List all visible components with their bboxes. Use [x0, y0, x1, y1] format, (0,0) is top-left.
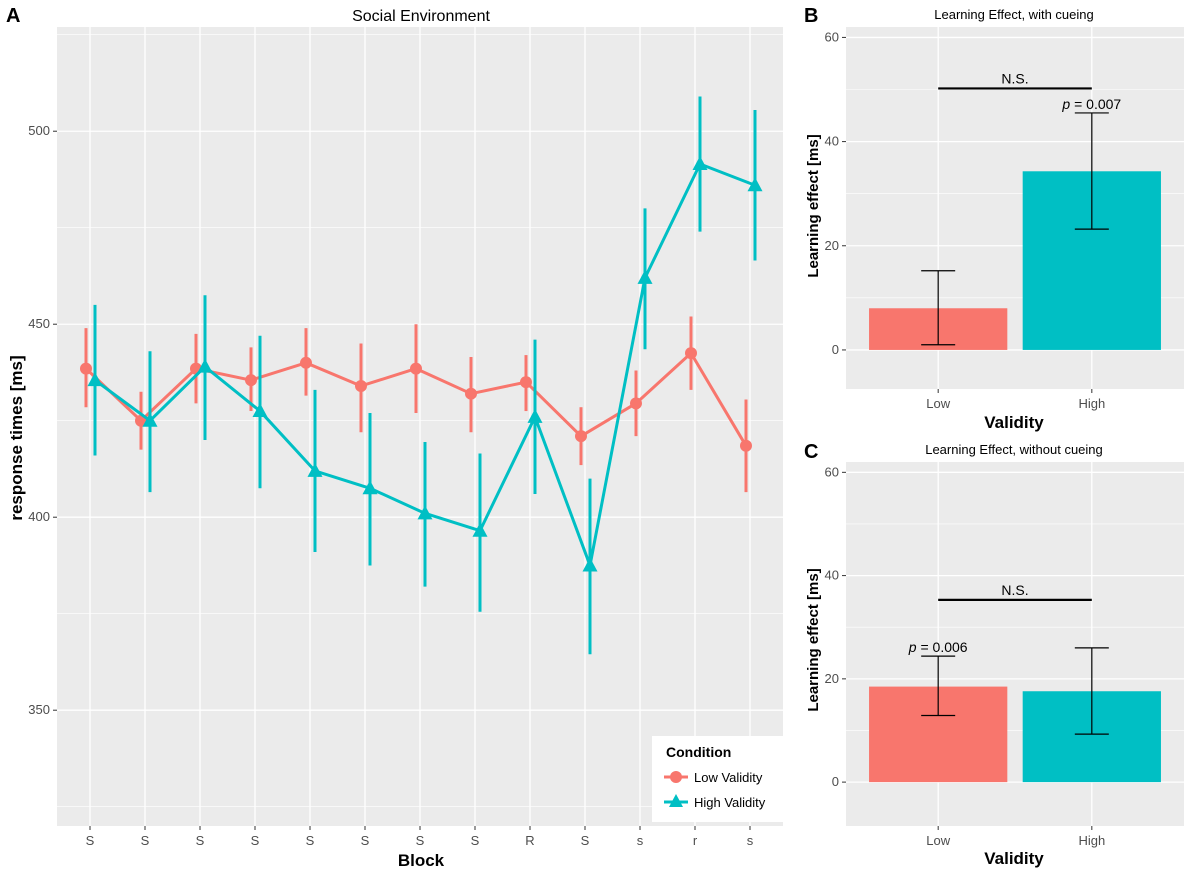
point-high-validity — [472, 522, 488, 537]
panel-b-title: Learning Effect, with cueing — [934, 7, 1093, 22]
panel-c-bar-chart: Learning Effect, without cueing Validity… — [805, 442, 1184, 868]
panel-c-xlabel: Validity — [984, 849, 1044, 868]
legend: Condition Low Validity High Validity — [652, 736, 784, 822]
legend-key-marker-low — [670, 771, 682, 783]
panel-a-ytick-label: 450 — [28, 316, 50, 331]
panel-c-ns-label: N.S. — [1001, 582, 1028, 598]
point-high-validity — [362, 480, 378, 495]
panel-c-p-value-label: p = 0.006 — [908, 639, 968, 655]
legend-label-low-validity: Low Validity — [694, 770, 763, 785]
panel-a-ytick-label: 350 — [28, 702, 50, 717]
point-high-validity — [87, 372, 103, 387]
point-high-validity — [307, 462, 323, 477]
panel-c-xtick-label: High — [1078, 833, 1105, 848]
point-high-validity — [582, 557, 598, 572]
panel-a-title: Social Environment — [352, 8, 490, 25]
panel-a-xtick-label: S — [416, 833, 425, 848]
panel-a-xlabel: Block — [398, 851, 445, 870]
legend-label-high-validity: High Validity — [694, 795, 766, 810]
legend-title: Condition — [666, 744, 731, 760]
panel-a-xtick-label: S — [361, 833, 370, 848]
point-low-validity — [465, 387, 477, 400]
panel-b-ytick-label: 40 — [825, 134, 839, 149]
panel-a-xtick-label: S — [581, 833, 590, 848]
point-high-validity — [747, 177, 763, 192]
panel-b-ns-label: N.S. — [1001, 70, 1028, 86]
panel-b-xtick-label: High — [1078, 396, 1105, 411]
panel-a-xtick-label: s — [637, 833, 644, 848]
panel-a-ylabel: response times [ms] — [7, 355, 26, 520]
panel-b-ytick-label: 0 — [832, 342, 839, 357]
point-low-validity — [300, 356, 312, 369]
point-high-validity — [142, 412, 158, 427]
panel-a-ytick-label: 500 — [28, 123, 50, 138]
point-low-validity — [410, 362, 422, 375]
panel-c-ytick-label: 40 — [825, 568, 839, 583]
panel-b-bar-chart: Learning Effect, with cueing Validity Le… — [805, 7, 1184, 432]
point-low-validity — [685, 347, 697, 360]
panel-c-xtick-label: Low — [926, 833, 950, 848]
point-high-validity — [252, 403, 268, 418]
panel-c-ytick-label: 20 — [825, 671, 839, 686]
panel-a-xtick-label: S — [306, 833, 315, 848]
point-low-validity — [520, 376, 532, 389]
panel-a-line-chart: Social Environment Block response times … — [7, 8, 784, 870]
point-high-validity — [637, 269, 653, 284]
panel-b-ylabel: Learning effect [ms] — [805, 134, 822, 277]
panel-b-xtick-label: Low — [926, 396, 950, 411]
panel-a-xtick-label: S — [196, 833, 205, 848]
point-high-validity — [527, 408, 543, 423]
point-low-validity — [630, 397, 642, 410]
legend-key-marker-high — [669, 794, 683, 807]
point-low-validity — [575, 430, 587, 443]
point-low-validity — [245, 374, 257, 387]
panel-a-plot-area — [53, 27, 783, 830]
panel-a-xtick-label: R — [525, 833, 534, 848]
point-high-validity — [692, 156, 708, 171]
point-low-validity — [355, 379, 367, 392]
panel-a-xtick-label: S — [251, 833, 260, 848]
panel-c-title: Learning Effect, without cueing — [925, 442, 1103, 457]
panel-b-ytick-label: 60 — [825, 29, 839, 44]
panel-b-xlabel: Validity — [984, 413, 1044, 432]
panel-letter-c: C — [804, 441, 818, 463]
point-high-validity — [197, 358, 213, 373]
panel-b-ytick-label: 20 — [825, 238, 839, 253]
panel-a-ytick-label: 400 — [28, 509, 50, 524]
panel-a-xtick-label: S — [86, 833, 95, 848]
point-high-validity — [417, 505, 433, 520]
series-high-validity — [87, 96, 763, 655]
panel-a-xtick-label: s — [747, 833, 754, 848]
series-low-validity — [80, 316, 752, 493]
panel-c-ylabel: Learning effect [ms] — [805, 568, 822, 711]
panel-c-ytick-label: 0 — [832, 774, 839, 789]
panel-a-xtick-label: S — [471, 833, 480, 848]
point-low-validity — [740, 439, 752, 452]
panel-a-xtick-label: r — [693, 833, 698, 848]
panel-a-xtick-label: S — [141, 833, 150, 848]
panel-b-p-value-label: p = 0.007 — [1061, 96, 1121, 112]
panel-letter-b: B — [804, 5, 818, 27]
point-low-validity — [80, 362, 92, 375]
panel-c-ytick-label: 60 — [825, 464, 839, 479]
panel-letter-a: A — [6, 5, 20, 27]
